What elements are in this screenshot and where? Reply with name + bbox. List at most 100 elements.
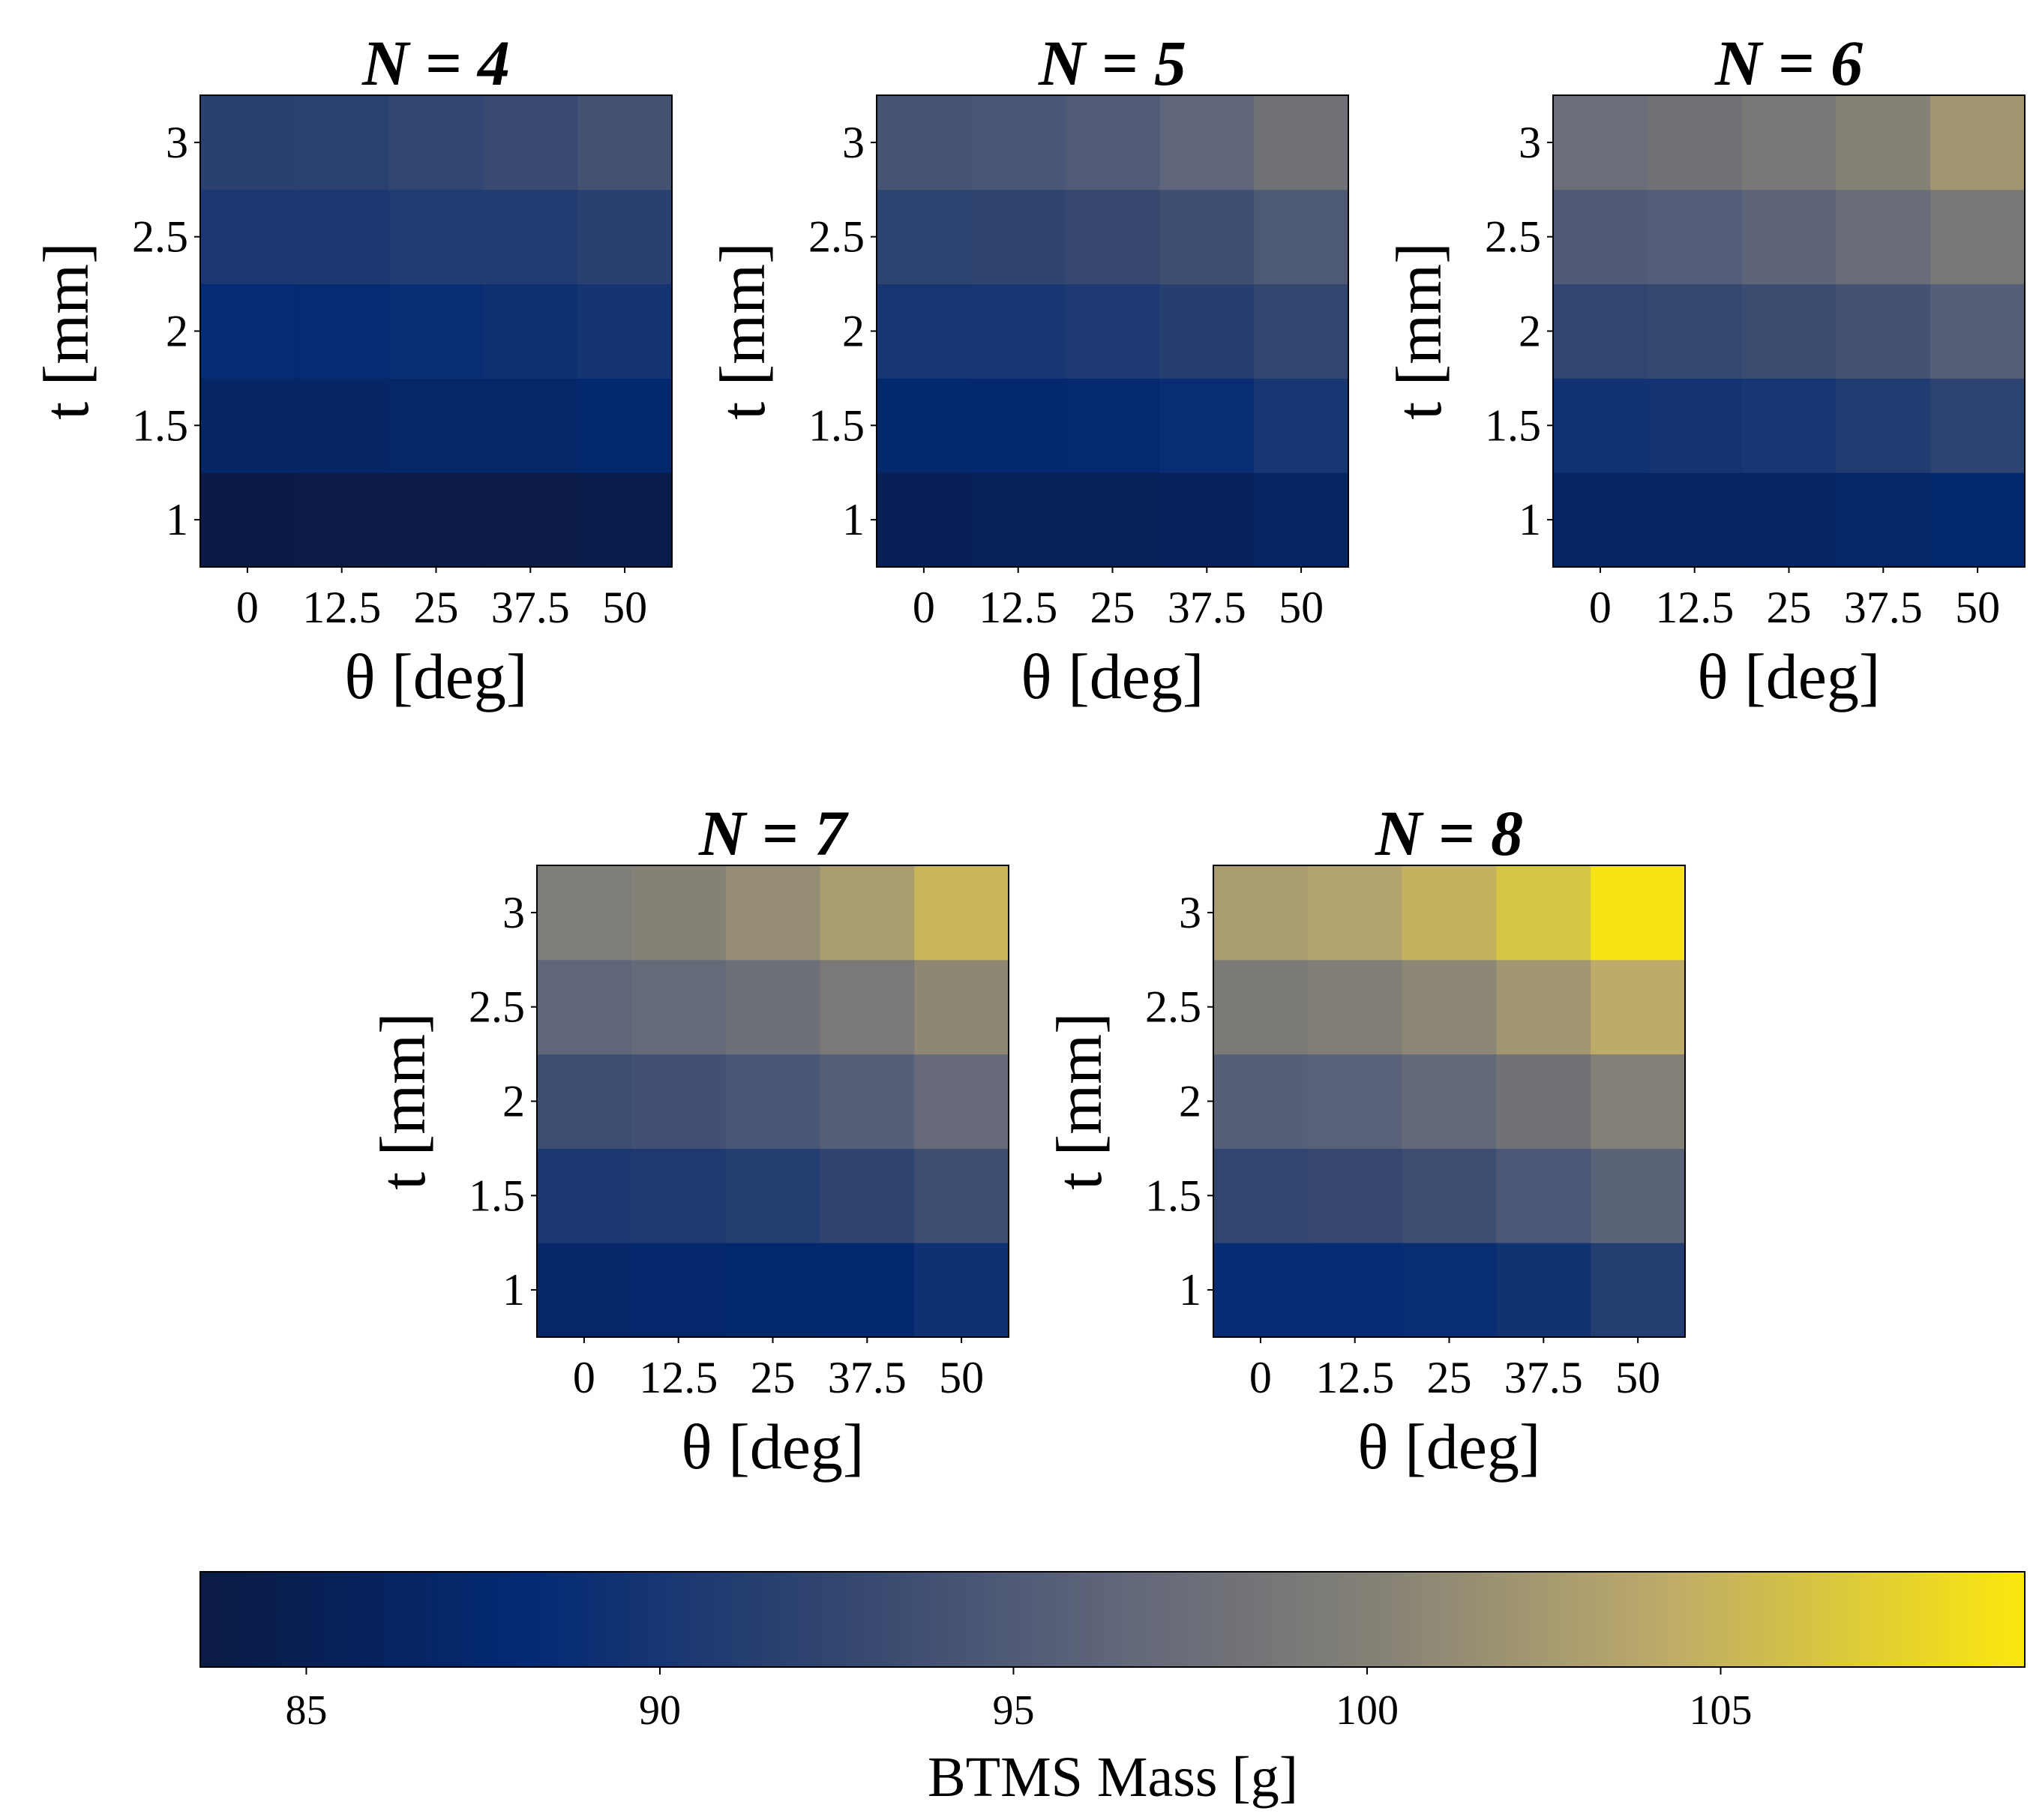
panel-title: N = 7: [698, 797, 849, 869]
x-tick-label: 50: [1615, 1353, 1660, 1402]
heatmap-cell: [1496, 959, 1591, 1055]
heatmap-cell: [820, 1243, 915, 1338]
heatmap-cell: [1496, 1243, 1591, 1338]
heatmap-cell: [1254, 378, 1349, 473]
heatmap-cell: [1741, 189, 1837, 285]
heatmap-cell: [970, 189, 1066, 285]
heatmap-cell: [1553, 472, 1648, 568]
heatmap-cell: [577, 472, 673, 568]
heatmap-cell: [725, 1054, 820, 1149]
heatmap-cell: [1402, 865, 1497, 961]
heatmap-cell: [1836, 378, 1931, 473]
x-tick-label: 12.5: [1315, 1353, 1394, 1402]
heatmap-cell: [1213, 1054, 1309, 1149]
heatmap-cell: [970, 472, 1066, 568]
y-axis-label: t [mm]: [367, 1012, 439, 1189]
heatmap-cell: [1647, 472, 1743, 568]
y-tick-label: 2: [1179, 1077, 1201, 1126]
heatmap-cell: [1496, 1054, 1591, 1149]
heatmap-cell: [877, 378, 972, 473]
heatmap-cell: [200, 283, 295, 379]
x-tick-label: 0: [1589, 583, 1612, 632]
x-tick-label: 37.5: [828, 1353, 907, 1402]
heatmap-cell: [1930, 472, 2026, 568]
heatmap-cell: [1402, 959, 1497, 1055]
x-tick-label: 12.5: [1655, 583, 1734, 632]
heatmap-cell: [1402, 1054, 1497, 1149]
heatmap-cell: [914, 1148, 1009, 1243]
heatmap-cell: [483, 95, 578, 190]
heatmap-cell: [1254, 95, 1349, 190]
x-tick-label: 50: [939, 1353, 984, 1402]
y-tick-label: 2.5: [808, 212, 865, 262]
heatmap-cell: [200, 378, 295, 473]
heatmap-cell: [537, 1148, 632, 1243]
heatmap-cell: [537, 1054, 632, 1149]
panel-title: N = 5: [1038, 27, 1186, 99]
heatmap-cell: [1159, 95, 1255, 190]
x-tick-label: 37.5: [1844, 583, 1923, 632]
x-tick-label: 37.5: [1504, 1353, 1583, 1402]
heatmap-cell: [577, 189, 673, 285]
heatmap-cell: [631, 865, 727, 961]
heatmap-cell: [1553, 283, 1648, 379]
y-tick-label: 1.5: [1485, 400, 1541, 450]
heatmap-cell: [1159, 378, 1255, 473]
heatmap-cell: [1159, 283, 1255, 379]
colorbar: 85 90 95 100 105 BTMS Mass [g]: [199, 1571, 2026, 1809]
heatmap-cell: [1553, 189, 1648, 285]
x-tick-label: 25: [1090, 583, 1135, 632]
heatmap-cell: [1402, 1243, 1497, 1338]
heatmap-cell: [388, 378, 484, 473]
heatmap-cell: [1836, 472, 1931, 568]
heatmap-cell: [1065, 189, 1160, 285]
heatmap-panel-4: N = 8 0 12.5 25 37.5 50 1 1.5 2 2.5 3 θ [deg] t [mm]: [1043, 797, 1686, 1483]
heatmap-cell: [877, 472, 972, 568]
heatmap-panel-0: N = 4 0 12.5 25 37.5 50 1 1.5 2 2.5 3 θ [deg] t [mm]: [30, 27, 673, 712]
heatmap-cell: [200, 189, 295, 285]
x-tick-label: 50: [1279, 583, 1324, 632]
heatmap-cell: [1553, 95, 1648, 190]
heatmap-cell: [1930, 189, 2026, 285]
heatmap-cell: [200, 472, 295, 568]
heatmap-cell: [631, 959, 727, 1055]
heatmap-cell: [1836, 283, 1931, 379]
heatmap-cell: [1307, 959, 1403, 1055]
y-tick-label: 2.5: [1485, 212, 1541, 262]
heatmap-cell: [294, 95, 390, 190]
heatmap-cell: [1159, 472, 1255, 568]
panel-title: N = 4: [361, 27, 510, 99]
colorbar-tick-label: 100: [1336, 1687, 1399, 1734]
panel-title: N = 8: [1375, 797, 1523, 869]
y-axis-label: t [mm]: [30, 242, 102, 419]
y-tick-label: 3: [166, 118, 188, 167]
colorbar-label: BTMS Mass [g]: [928, 1746, 1298, 1809]
heatmap-cell: [1591, 1054, 1686, 1149]
y-tick-label: 3: [842, 118, 865, 167]
heatmap-cell: [483, 378, 578, 473]
y-axis-label: t [mm]: [706, 242, 778, 419]
heatmap-cell: [1307, 1243, 1403, 1338]
y-tick-label: 1: [502, 1265, 525, 1315]
heatmap-cell: [537, 1243, 632, 1338]
x-tick-label: 25: [1427, 1353, 1472, 1402]
heatmap-cell: [1213, 1148, 1309, 1243]
heatmap-cell: [1402, 1148, 1497, 1243]
heatmap-cell: [483, 189, 578, 285]
x-tick-label: 12.5: [302, 583, 381, 632]
heatmap-cell: [1496, 865, 1591, 961]
heatmap-cell: [631, 1148, 727, 1243]
heatmap-cell: [970, 95, 1066, 190]
y-tick-label: 2: [842, 307, 865, 356]
heatmap-cell: [914, 959, 1009, 1055]
x-tick-label: 37.5: [1168, 583, 1246, 632]
heatmap-cell: [914, 865, 1009, 961]
heatmap-cell: [970, 378, 1066, 473]
heatmap-cell: [294, 378, 390, 473]
x-axis-label: θ [deg]: [1697, 640, 1880, 712]
heatmap-cell: [820, 1054, 915, 1149]
heatmap-cell: [1065, 378, 1160, 473]
x-axis-label: θ [deg]: [1357, 1411, 1540, 1483]
heatmap-cell: [294, 283, 390, 379]
